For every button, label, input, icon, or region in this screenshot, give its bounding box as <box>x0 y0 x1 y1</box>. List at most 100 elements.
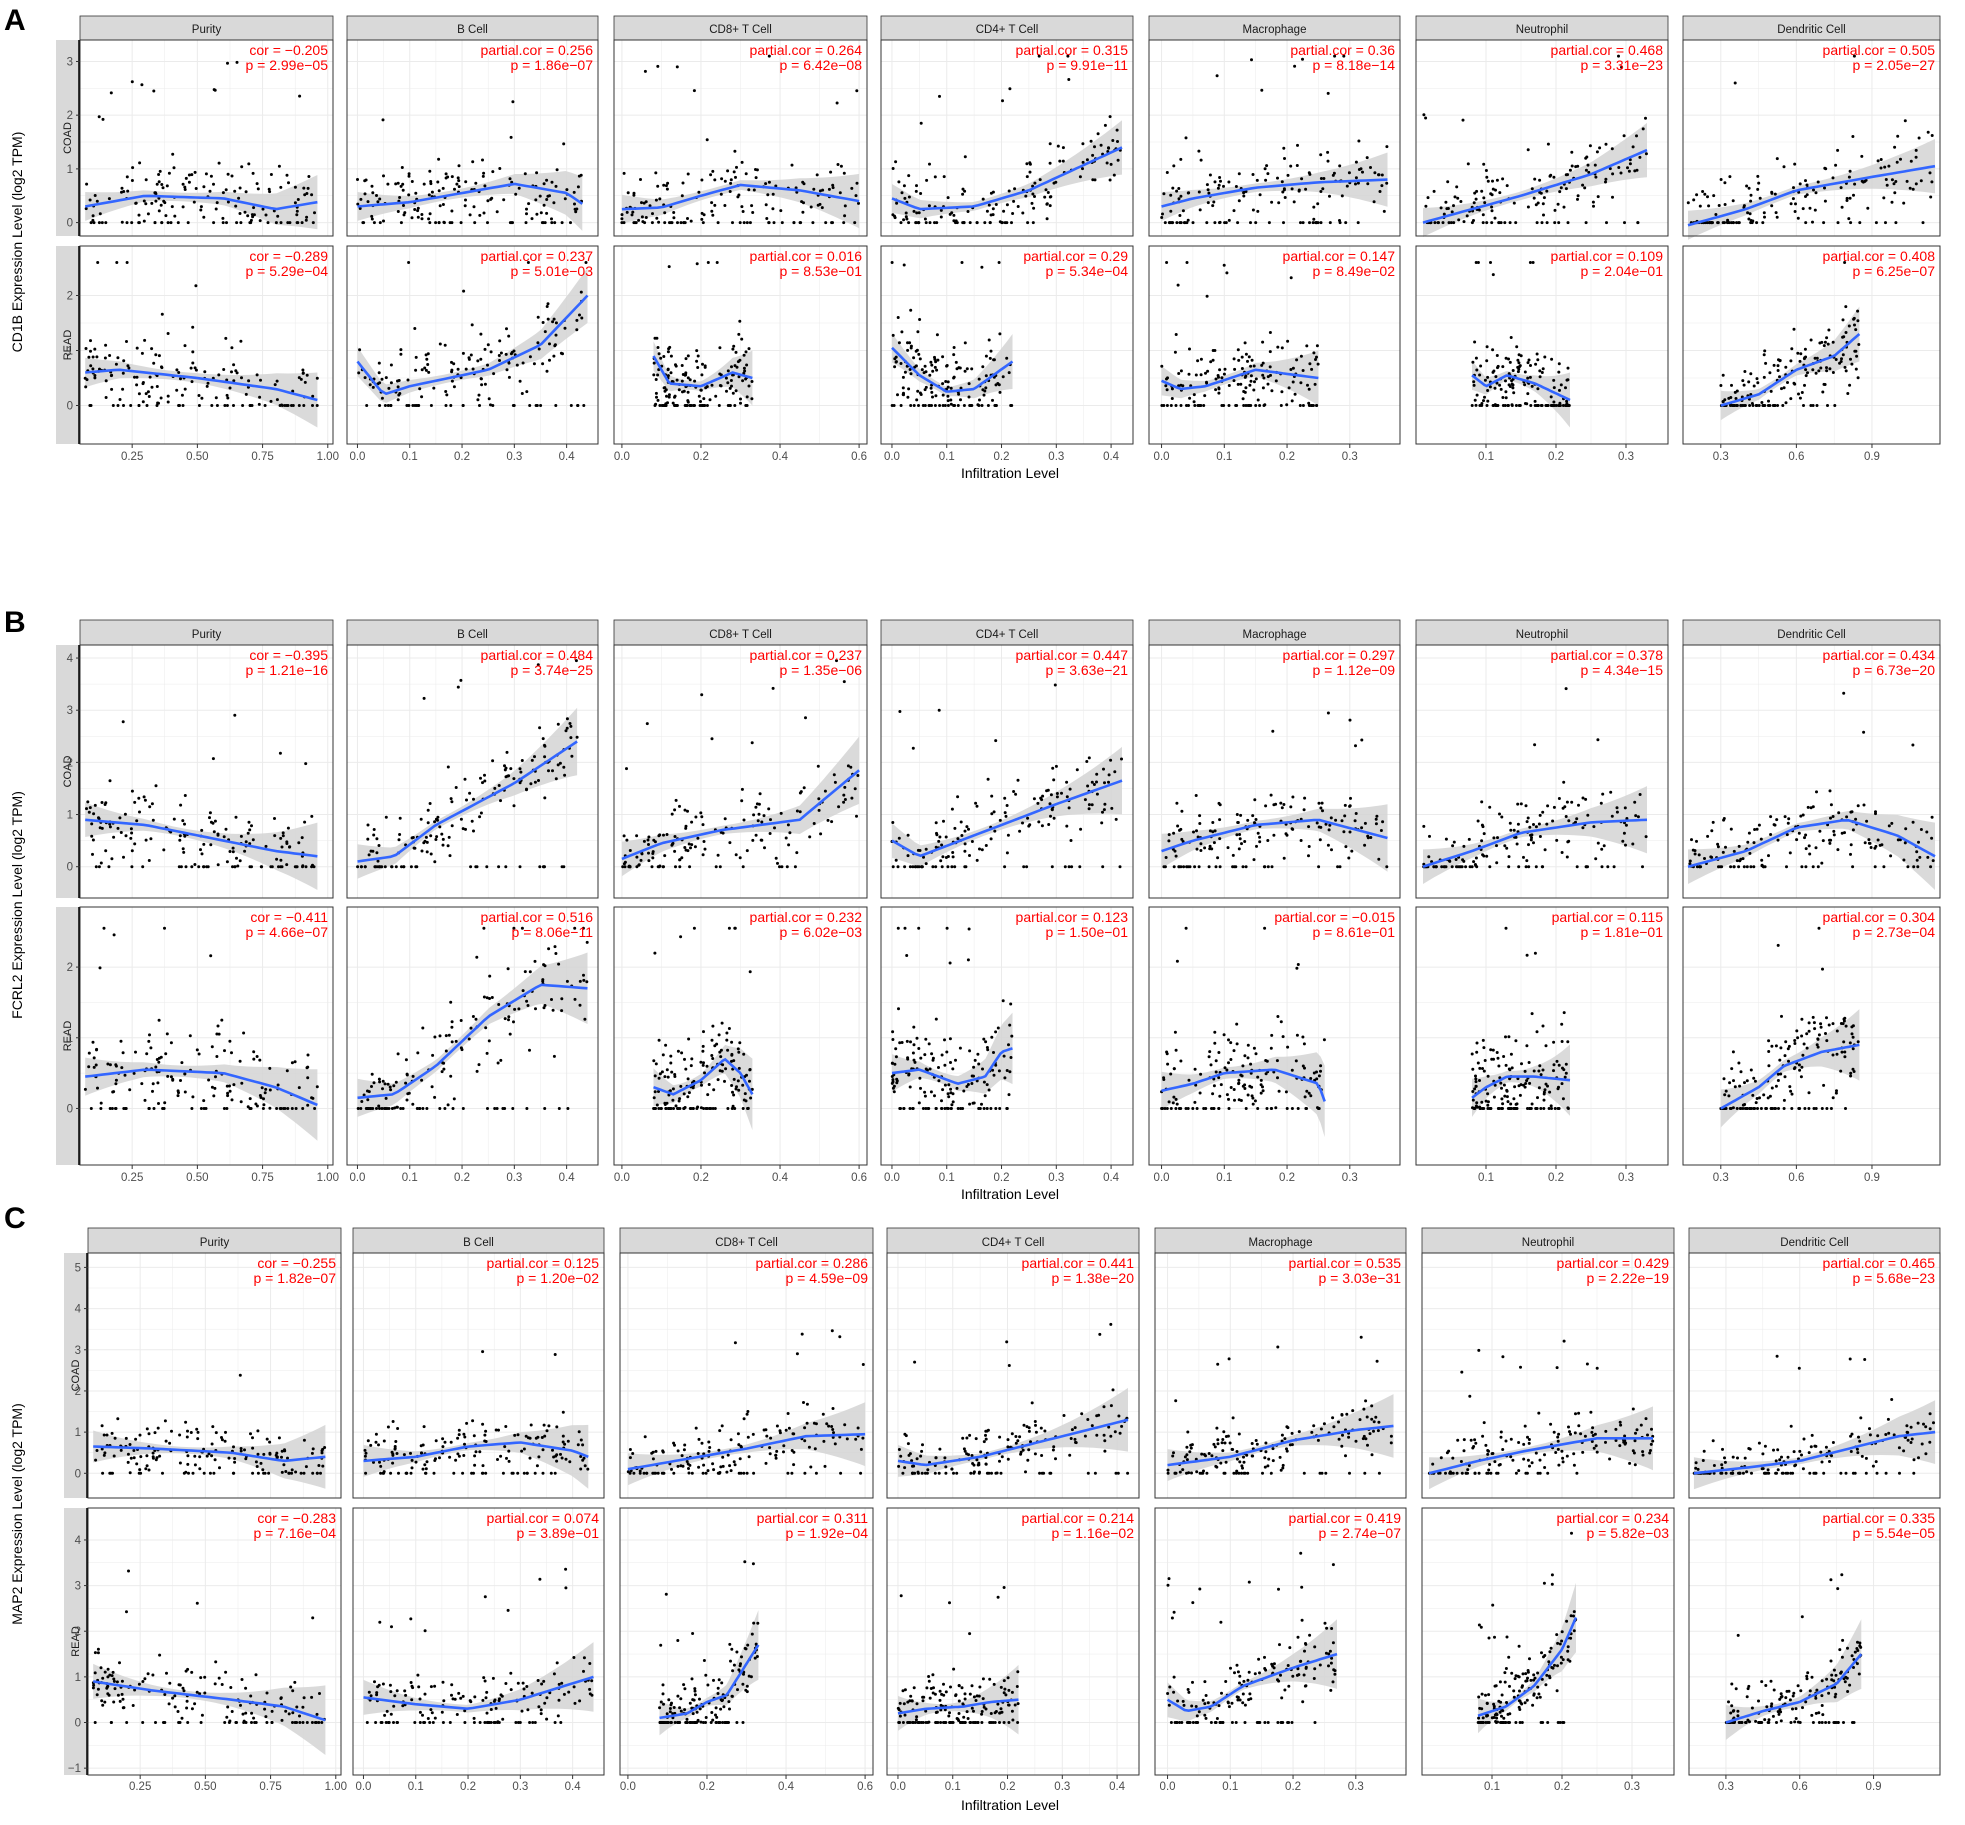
data-point <box>1470 865 1474 869</box>
data-point <box>213 819 217 823</box>
data-point <box>654 402 658 406</box>
data-point <box>121 387 125 391</box>
data-point <box>124 1107 128 1110</box>
data-point <box>713 1107 717 1110</box>
data-point <box>827 187 831 191</box>
data-point <box>917 352 921 356</box>
data-point <box>896 865 900 869</box>
data-point <box>525 212 528 216</box>
data-point <box>512 777 516 781</box>
data-point <box>1173 849 1177 853</box>
data-point <box>1256 831 1260 835</box>
data-point <box>471 1015 475 1018</box>
data-point <box>1804 221 1808 225</box>
data-point <box>257 402 261 406</box>
data-point <box>258 1058 262 1062</box>
data-point <box>918 849 922 852</box>
data-point <box>623 865 627 869</box>
data-point <box>97 865 101 869</box>
data-point <box>1078 865 1082 869</box>
data-point <box>911 1107 915 1110</box>
data-point <box>1474 356 1478 360</box>
data-point <box>1227 1097 1230 1101</box>
data-point <box>165 184 169 188</box>
data-point <box>315 1085 319 1089</box>
data-point <box>1581 183 1585 187</box>
data-point <box>906 341 909 345</box>
data-point <box>1174 333 1178 336</box>
data-point <box>1031 184 1035 188</box>
data-point <box>407 174 411 178</box>
data-point <box>547 947 551 951</box>
data-point <box>1450 865 1454 869</box>
data-point <box>1475 1050 1479 1054</box>
data-point <box>1002 1054 1006 1058</box>
data-point <box>1798 182 1802 186</box>
data-point <box>1533 743 1537 747</box>
data-point <box>290 404 293 407</box>
data-point <box>508 221 512 225</box>
data-point <box>938 94 941 98</box>
data-point <box>733 149 737 153</box>
data-point <box>512 404 516 407</box>
data-point <box>903 865 907 869</box>
data-point <box>1473 340 1477 344</box>
data-point <box>220 1018 224 1022</box>
data-point <box>422 841 426 845</box>
data-point <box>542 203 546 207</box>
data-point <box>492 372 496 376</box>
x-tick-label: 0.2 <box>693 1172 709 1184</box>
data-point <box>1439 206 1443 210</box>
data-point <box>1262 404 1266 407</box>
confidence-band <box>892 1012 1013 1094</box>
data-point <box>1264 1059 1268 1062</box>
data-point <box>380 396 384 400</box>
data-point <box>295 209 299 213</box>
data-point <box>716 853 720 857</box>
data-point <box>459 817 463 821</box>
data-point <box>433 1035 437 1039</box>
column-strip <box>1148 619 1401 646</box>
y-tick-label: 1 <box>67 164 73 176</box>
data-point <box>707 1083 711 1086</box>
data-point <box>1199 373 1203 377</box>
data-point <box>625 767 628 771</box>
data-point <box>1206 188 1210 192</box>
data-point <box>83 1087 87 1091</box>
data-point <box>900 330 904 334</box>
data-point <box>961 192 965 196</box>
data-point <box>653 951 657 955</box>
data-point <box>919 192 923 195</box>
data-point <box>159 1055 163 1059</box>
data-point <box>1324 822 1328 826</box>
data-point <box>1537 822 1541 826</box>
data-point <box>263 404 267 407</box>
data-point <box>450 209 454 213</box>
data-point <box>459 221 463 225</box>
data-point <box>384 815 388 819</box>
data-point <box>1315 355 1318 359</box>
data-point <box>1174 1048 1178 1052</box>
data-point <box>1714 213 1718 216</box>
data-point <box>1239 1073 1243 1077</box>
data-point <box>1227 180 1231 184</box>
data-point <box>165 1032 169 1036</box>
data-point <box>909 308 913 312</box>
data-point <box>1203 394 1207 398</box>
data-point <box>1027 824 1031 828</box>
x-tick-label: 0.2 <box>1548 1172 1564 1184</box>
data-point <box>1348 718 1352 722</box>
x-tick-label: 0.4 <box>559 1172 576 1184</box>
data-point <box>1264 1072 1268 1076</box>
data-point <box>939 859 943 863</box>
data-point <box>963 189 967 193</box>
data-point <box>1742 383 1746 387</box>
data-point <box>1196 835 1200 839</box>
data-point <box>1258 404 1262 407</box>
data-point <box>425 357 429 361</box>
data-point <box>364 1107 368 1110</box>
data-point <box>1524 865 1528 869</box>
data-point <box>931 865 935 869</box>
data-point <box>444 172 448 176</box>
